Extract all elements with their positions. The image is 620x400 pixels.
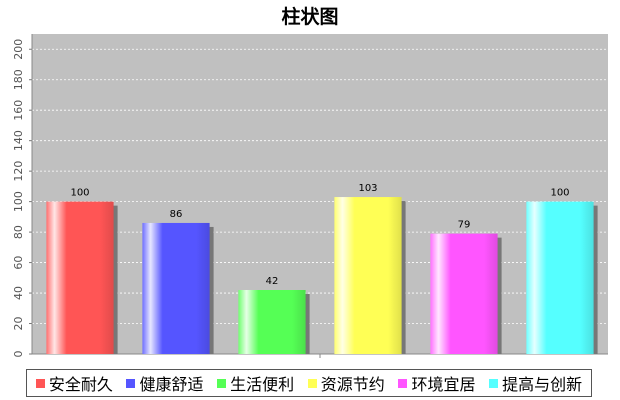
plot-background: [32, 34, 608, 354]
legend-label: 提高与创新: [502, 375, 583, 394]
legend-label: 环境宜居: [411, 375, 476, 394]
data-label: 79: [458, 220, 471, 231]
y-tick-label: 200: [12, 39, 25, 60]
legend-swatch: [126, 378, 136, 388]
bar: [238, 290, 306, 354]
data-label: 100: [70, 188, 89, 199]
y-tick-label: 60: [12, 256, 25, 270]
legend-swatch: [307, 378, 317, 388]
legend-item: 健康舒适: [126, 371, 203, 395]
legend-label: 生活便利: [230, 375, 295, 394]
y-tick-label: 100: [12, 191, 25, 212]
bar: [526, 201, 594, 354]
y-tick-label: 120: [12, 161, 25, 182]
y-tick-label: 180: [12, 69, 25, 90]
y-tick-label: 160: [12, 100, 25, 121]
y-tick-label: 20: [12, 317, 25, 331]
legend-swatch: [35, 378, 45, 388]
data-label: 42: [266, 276, 279, 287]
y-tick-label: 80: [12, 225, 25, 239]
y-tick-label: 0: [12, 351, 25, 358]
y-tick-label: 140: [12, 130, 25, 151]
bar: [46, 201, 114, 354]
y-tick-label: 40: [12, 286, 25, 300]
bar: [334, 197, 402, 354]
legend-label: 安全耐久: [48, 375, 113, 394]
bar: [430, 233, 498, 354]
chart-legend: 安全耐久 健康舒适 生活便利 资源节约 环境宜居 提高与创新: [26, 369, 592, 397]
legend-item: 资源节约: [307, 371, 385, 395]
legend-label: 健康舒适: [139, 375, 204, 394]
legend-swatch: [398, 378, 408, 388]
legend-swatch: [217, 378, 227, 388]
legend-label: 资源节约: [320, 375, 385, 394]
data-label: 100: [550, 188, 569, 199]
bar: [142, 222, 210, 354]
chart-title: 柱状图: [281, 6, 339, 28]
data-label: 86: [170, 209, 183, 220]
legend-item: 环境宜居: [398, 371, 475, 395]
data-label: 103: [358, 183, 377, 194]
legend-swatch: [489, 378, 499, 388]
legend-item: 安全耐久: [35, 371, 113, 395]
legend-item: 提高与创新: [489, 371, 582, 395]
legend-item: 生活便利: [217, 371, 294, 395]
